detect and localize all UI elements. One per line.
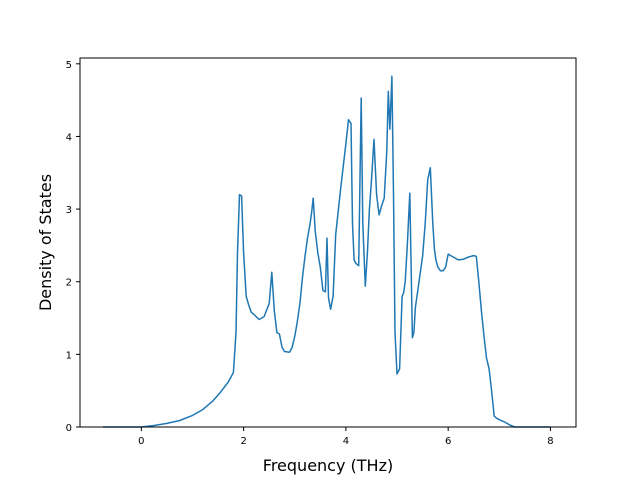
x-axis-ticks: 0 2 4 6 8: [138, 427, 554, 447]
x-tick-label: 6: [445, 436, 451, 447]
y-tick-label: 3: [66, 205, 72, 216]
x-tick-label: 8: [547, 436, 553, 447]
x-tick-label: 0: [138, 436, 144, 447]
y-tick-label: 0: [66, 423, 72, 434]
y-tick-label: 2: [66, 278, 72, 289]
y-tick-label: 4: [66, 132, 72, 143]
y-axis-ticks: 0 1 2 3 4 5: [66, 60, 80, 434]
y-tick-label: 1: [66, 350, 72, 361]
axes-frame: [79, 57, 577, 428]
dos-series-line: [103, 75, 551, 428]
x-tick-label: 4: [343, 436, 349, 447]
y-tick-label: 5: [66, 60, 72, 71]
x-tick-label: 2: [240, 436, 246, 447]
y-axis-label: Density of States: [36, 174, 55, 311]
x-axis-label: Frequency (THz): [263, 456, 393, 475]
plot-area: [103, 75, 551, 428]
